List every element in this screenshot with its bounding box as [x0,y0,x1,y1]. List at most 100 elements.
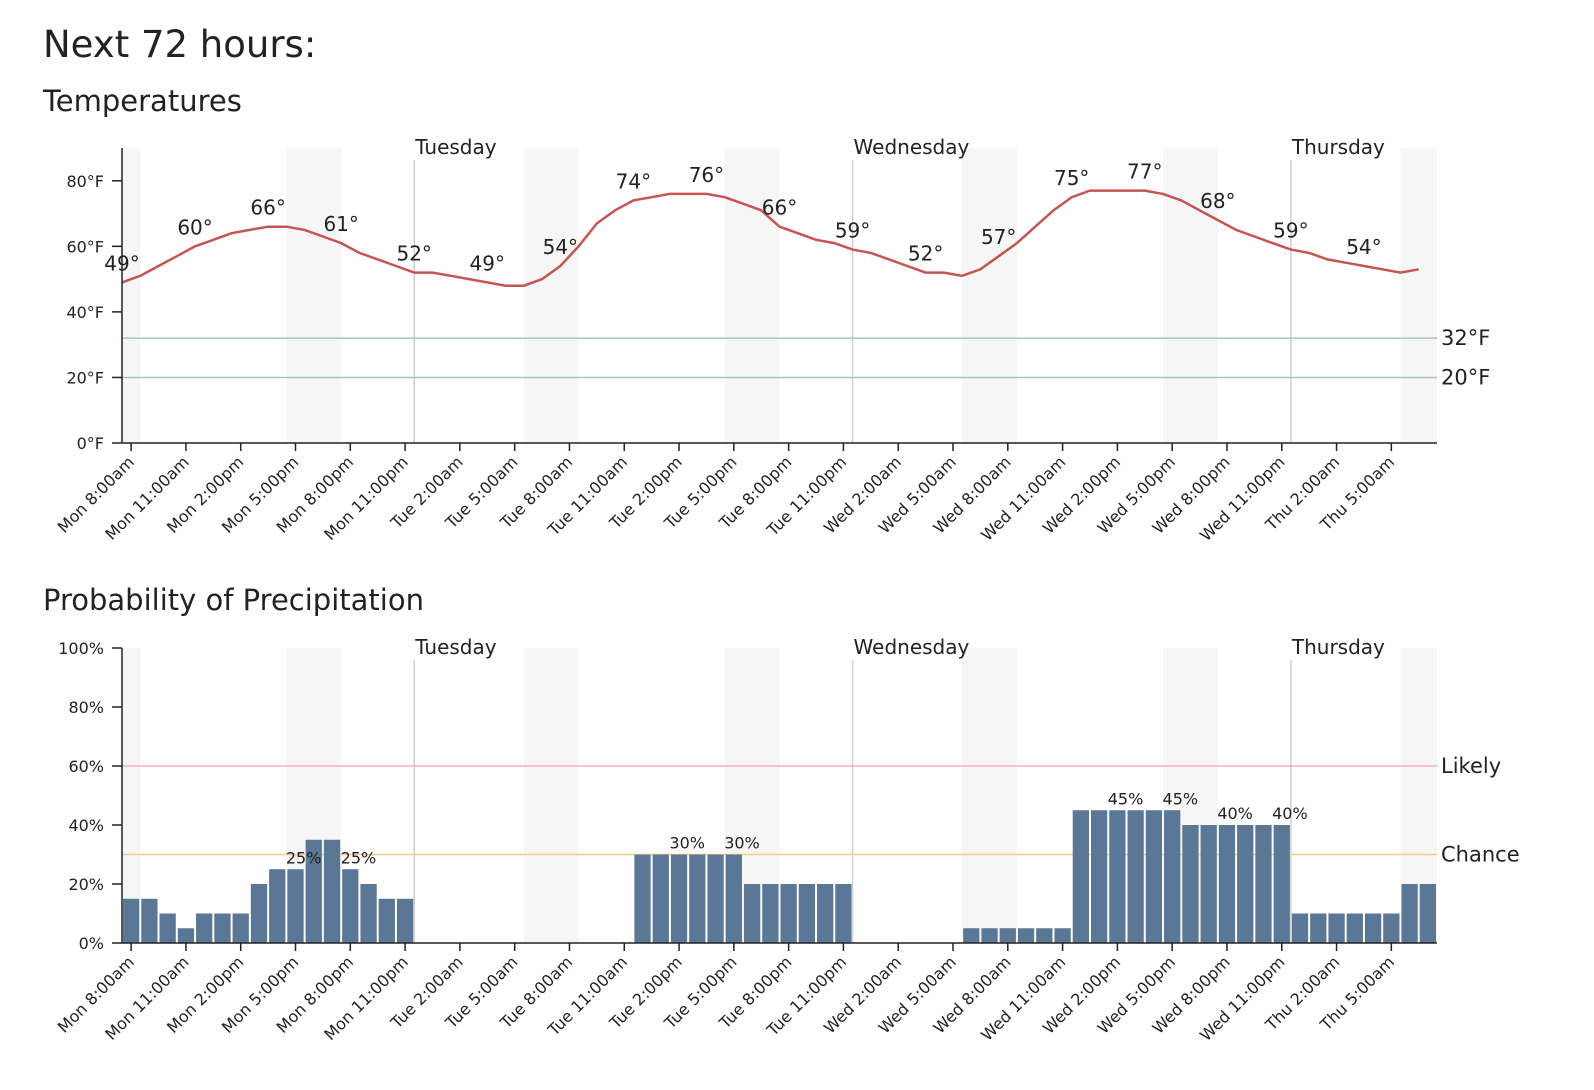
bar [1090,810,1108,943]
bar [707,854,724,943]
bar [396,898,414,943]
day-label: Tuesday [414,135,497,159]
data-label: 59° [1273,219,1308,243]
reference-label: 20°F [1441,365,1490,389]
bar [1036,928,1053,943]
page-title: Next 72 hours: [43,23,316,66]
data-label: 77° [1127,160,1162,184]
y-tick-label: 80% [68,698,104,717]
bar [762,884,779,943]
night-shade [1400,148,1437,443]
bar [177,928,195,943]
y-tick-label: 20°F [66,368,104,387]
bar [743,884,761,943]
night-shade [962,648,1017,943]
bar [141,898,158,943]
y-tick-label: 0°F [77,434,104,453]
bar [305,839,322,943]
bar [250,884,268,943]
data-label: 54° [1346,235,1381,259]
data-label: 68° [1200,189,1235,213]
data-label: 66° [250,196,285,220]
data-label: 25% [341,848,377,867]
data-label: 40% [1272,804,1308,823]
bar [1200,825,1217,943]
data-label: 52° [396,242,431,266]
bar [963,928,980,943]
data-label: 45% [1108,789,1144,808]
night-shade [286,148,342,443]
bar [1218,825,1236,943]
night-shade [962,148,1017,443]
y-tick-label: 40% [68,816,104,835]
bar [196,913,213,943]
data-label: 25% [286,848,322,867]
data-label: 60° [177,215,212,239]
bar [378,898,395,943]
bar [1401,884,1418,943]
y-tick-label: 60% [68,757,104,776]
bar [1109,810,1126,943]
bar [670,854,688,943]
bar [214,913,231,943]
bar [652,854,669,943]
data-label: 74° [616,169,651,193]
temperature-line [121,189,1419,287]
data-label: 30% [724,834,760,853]
data-label: 45% [1163,789,1199,808]
night-shade [122,648,141,943]
bar [1054,928,1071,943]
data-label: 66° [762,196,797,220]
night-shade [523,648,579,943]
chart-title: Probability of Precipitation [43,583,424,617]
bar [1419,884,1436,943]
data-label: 59° [835,219,870,243]
chart-title: Temperatures [42,84,242,118]
bar [835,884,852,943]
bar [287,869,304,943]
bar [1291,913,1309,943]
bar [817,884,834,943]
bar [1127,810,1144,943]
bar [159,913,176,943]
bar [1364,913,1382,943]
data-label: 52° [908,242,943,266]
data-label: 57° [981,225,1016,249]
bar [1145,810,1163,943]
bar [360,884,377,943]
reference-label: 32°F [1441,326,1490,350]
reference-label: Likely [1441,754,1501,778]
y-tick-label: 100% [58,639,104,658]
bar [1310,913,1327,943]
data-label: 54° [543,235,578,259]
bar [1072,810,1089,943]
bar [323,839,341,943]
bar [342,869,359,943]
day-label: Wednesday [854,135,970,159]
bar [1164,810,1181,943]
bar [1273,825,1290,943]
day-label: Thursday [1291,635,1385,659]
y-tick-label: 80°F [66,172,104,191]
data-label: 75° [1054,166,1089,190]
bar [634,854,651,943]
bar [232,913,249,943]
bar [780,884,797,943]
y-tick-label: 60°F [66,237,104,256]
bar [1237,825,1254,943]
reference-label: Chance [1441,843,1520,867]
day-label: Tuesday [414,635,497,659]
bar [1017,928,1035,943]
data-label: 30% [669,834,705,853]
bar [1255,825,1272,943]
data-label: 61° [323,212,358,236]
bar [1383,913,1400,943]
data-label: 49° [470,251,505,275]
day-label: Wednesday [854,635,970,659]
bar [269,869,286,943]
bar [1346,913,1363,943]
data-label: 76° [689,163,724,187]
night-shade [122,148,141,443]
y-tick-label: 20% [68,875,104,894]
